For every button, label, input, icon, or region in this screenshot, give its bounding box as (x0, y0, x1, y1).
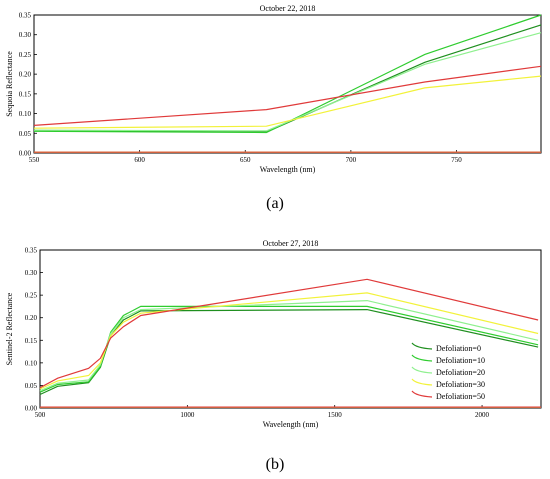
chart-title: October 22, 2018 (260, 4, 316, 13)
x-tick-label: 500 (35, 411, 46, 419)
y-tick-label: 0.30 (25, 269, 38, 277)
x-tick-label: 550 (29, 156, 40, 164)
y-tick-label: 0.25 (19, 51, 32, 59)
legend-item: Defoliation=0 (411, 342, 481, 353)
x-axis-label: Wavelength (nm) (263, 420, 319, 429)
x-tick-label: 600 (134, 156, 145, 164)
y-tick-label: 0.15 (25, 337, 38, 345)
x-tick-label: 650 (240, 156, 251, 164)
legend-swatch (411, 342, 433, 350)
series-line-defoliation-50 (33, 65, 542, 126)
y-tick-label: 0.10 (25, 359, 38, 367)
y-tick-label: 0.10 (19, 110, 32, 118)
y-tick-label: 0.05 (19, 130, 32, 138)
legend-swatch (411, 390, 433, 398)
chart-b: October 27, 2018 0.00 0.05 0.10 0.15 0.20 0.25… (5, 239, 542, 429)
series-line-defoliation-30 (33, 75, 542, 129)
series-line-defoliation-20 (33, 32, 542, 132)
legend-item: Defoliation=10 (411, 354, 485, 365)
y-tick-label: 0.25 (25, 292, 38, 300)
chart-a: October 22, 2018 0.00 0.05 0.10 0.15 0.20 0.25… (5, 4, 542, 174)
legend-item: Defoliation=50 (411, 390, 485, 401)
x-tick-label: 750 (451, 156, 462, 164)
series-line-defoliation-10 (39, 305, 539, 393)
legend-label: Defoliation=50 (436, 392, 485, 401)
chart-title: October 27, 2018 (263, 239, 319, 248)
legend-label: Defoliation=10 (436, 356, 485, 365)
y-tick-label: 0.05 (25, 382, 38, 390)
y-tick-label: 0.30 (19, 31, 32, 39)
x-tick-label: 1000 (180, 411, 195, 419)
x-tick-label: 700 (346, 156, 357, 164)
y-tick-label: 0.00 (19, 150, 32, 158)
panel-label-a: (a) (266, 195, 284, 212)
series-line-defoliation-10 (33, 14, 542, 134)
x-tick-label: 2000 (475, 411, 490, 419)
series-line-defoliation-30 (39, 292, 539, 390)
legend-item: Defoliation=30 (411, 378, 485, 389)
legend-label: Defoliation=0 (436, 344, 481, 353)
plot-frame (33, 14, 542, 154)
y-axis-label: Sentinel-2 Reflectance (5, 292, 14, 365)
x-axis-label: Wavelength (nm) (260, 165, 316, 174)
y-tick-label: 0.15 (19, 90, 32, 98)
legend-swatch (411, 378, 433, 386)
y-tick-label: 0.20 (25, 314, 38, 322)
legend-item: Defoliation=20 (411, 366, 485, 377)
y-tick-label: 0.35 (19, 12, 32, 20)
series-line-defoliation-50 (39, 278, 539, 389)
legend-swatch (411, 366, 433, 374)
legend-label: Defoliation=20 (436, 368, 485, 377)
y-tick-label: 0.00 (25, 405, 38, 413)
plot-frame (39, 249, 542, 409)
series-line-defoliation-20 (39, 299, 539, 392)
y-axis-label: Sequoia Reflectance (5, 51, 14, 117)
x-tick-label: 1500 (328, 411, 343, 419)
panel-label-b: (b) (266, 456, 285, 473)
y-tick-label: 0.20 (19, 71, 32, 79)
legend-label: Defoliation=30 (436, 380, 485, 389)
legend-swatch (411, 354, 433, 362)
y-tick-label: 0.35 (25, 247, 38, 255)
